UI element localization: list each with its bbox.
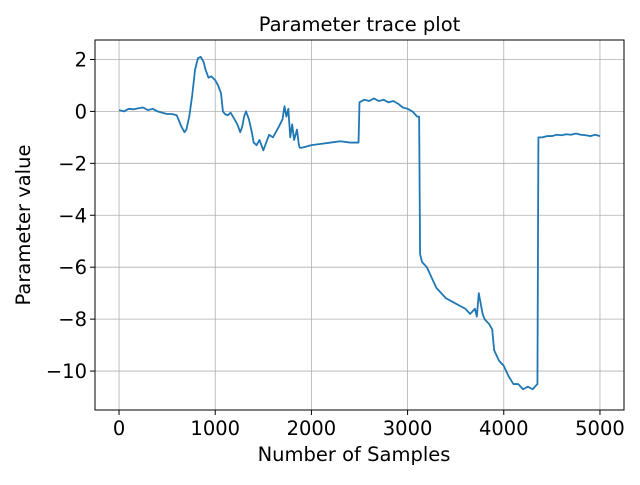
y-tick-label: −6 [58,256,87,279]
plot-frame [94,39,625,411]
series-layer [118,55,601,391]
x-tick-label: 3000 [383,417,433,440]
x-tick-label: 1000 [190,417,240,440]
y-tick-label: −8 [58,308,87,331]
y-axis-label: Parameter value [12,145,35,306]
y-tick-label: 0 [75,100,87,123]
chart-title: Parameter trace plot [259,13,461,36]
trace-line [118,55,601,391]
ticks: 0 1000 2000 3000 4000 5000 2 0 −2 −4 −6 −8 −10 [46,48,625,440]
x-tick-label: 2000 [287,417,337,440]
x-tick-label: 4000 [479,417,529,440]
y-tick-label: −2 [58,152,87,175]
x-tick-label: 5000 [575,417,625,440]
y-tick-label: 2 [75,48,87,71]
x-axis-label: Number of Samples [258,443,451,466]
y-tick-label: −4 [58,204,87,227]
y-tick-label: −10 [46,360,87,383]
grid-lines [95,40,624,410]
x-tick-label: 0 [113,417,125,440]
